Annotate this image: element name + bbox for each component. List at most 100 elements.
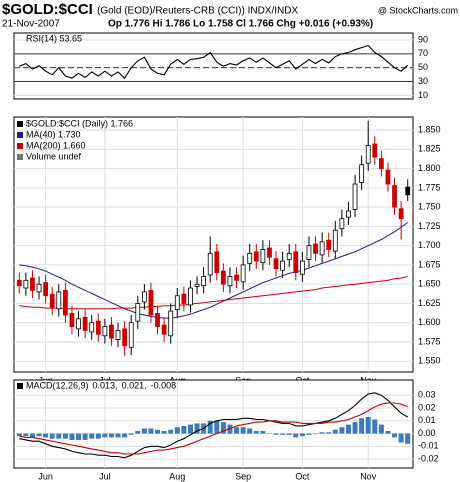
candle-body <box>234 274 239 281</box>
y-tick-label: 1.625 <box>418 298 441 308</box>
candle-body <box>359 164 365 183</box>
histogram-bar <box>405 433 411 444</box>
candle-body <box>339 218 345 230</box>
histogram-bar <box>306 433 312 435</box>
x-tick-label: Nov <box>360 471 377 481</box>
candle-body <box>346 210 351 218</box>
candle-body <box>220 270 226 285</box>
y-tick-label: 70 <box>418 48 428 58</box>
histogram-bar <box>108 433 114 438</box>
candle-body <box>23 279 29 289</box>
y-tick-label: 1.550 <box>418 356 441 366</box>
x-tick-label: Aug <box>169 471 185 481</box>
histogram-bar <box>69 433 75 440</box>
histogram-bar <box>115 433 121 438</box>
candle-body <box>293 251 299 274</box>
histogram-bar <box>141 428 147 434</box>
candle-body <box>365 145 371 164</box>
quote: Op 1.776 Hi 1.786 Lo 1.758 Cl 1.766 Chg … <box>108 19 373 30</box>
candle-body <box>122 328 128 347</box>
candle-body <box>128 322 134 348</box>
series-line <box>19 44 409 80</box>
y-tick-label: 1.675 <box>418 259 441 269</box>
candle-body <box>194 283 200 287</box>
candle-body <box>207 252 213 276</box>
y-tick-label: 30 <box>418 76 428 86</box>
candle-body <box>247 252 253 264</box>
histogram-bar <box>89 433 95 439</box>
candle-body <box>260 249 266 264</box>
histogram-bar <box>76 433 82 440</box>
y-tick-label: 1.725 <box>418 221 441 231</box>
histogram-bar <box>82 433 88 440</box>
histogram-bar <box>319 432 325 434</box>
histogram-bar <box>214 420 220 434</box>
candle-body <box>352 183 358 210</box>
histogram-bar <box>240 427 246 434</box>
y-tick-label: 0.01 <box>418 415 436 425</box>
histogram-bar <box>207 420 213 434</box>
candle-body <box>69 313 75 327</box>
candle-body <box>313 243 318 254</box>
candle-body <box>36 283 42 293</box>
candle-body <box>82 316 88 331</box>
candle-body <box>201 276 207 287</box>
histogram-bar <box>36 433 42 437</box>
y-tick-label: 1.575 <box>418 336 441 346</box>
candle-body <box>392 185 397 208</box>
histogram-bar <box>43 433 49 438</box>
y-tick-label: 1.850 <box>418 124 441 134</box>
x-tick-label: Sep <box>235 471 251 481</box>
histogram-bar <box>345 424 351 434</box>
candle-body <box>30 277 35 291</box>
source: @ StockCharts.com <box>378 5 458 15</box>
histogram-bar <box>352 422 358 434</box>
y-tick-label: -0.02 <box>418 453 439 463</box>
histogram-bar <box>148 428 154 434</box>
y-tick-label: 1.775 <box>418 182 441 192</box>
candle-body <box>155 313 160 327</box>
histogram-bar <box>326 432 332 434</box>
legend-text: -0.008 <box>151 380 177 390</box>
histogram-bar <box>155 429 161 434</box>
histogram-bar <box>194 423 200 434</box>
histogram-bar <box>332 429 338 434</box>
legend-text: 0.021, <box>122 380 147 390</box>
x-tick-label: Jul <box>99 471 111 481</box>
legend-swatch <box>17 143 23 149</box>
histogram-bar <box>16 433 22 437</box>
histogram-bar <box>339 427 345 434</box>
y-tick-label: 1.825 <box>418 144 441 154</box>
histogram-bar <box>313 433 319 435</box>
candle-body <box>161 324 167 335</box>
histogram-bar <box>220 422 226 434</box>
histogram-bar <box>181 425 187 434</box>
candle-body <box>76 318 81 330</box>
legend-text: 0.013, <box>93 380 118 390</box>
histogram-bar <box>56 433 62 439</box>
candle-body <box>227 276 233 287</box>
histogram-bar <box>29 433 35 438</box>
histogram-bar <box>280 433 286 435</box>
candle-body <box>174 295 180 310</box>
histogram-bar <box>174 427 180 434</box>
panel-frame <box>13 32 414 100</box>
legend-swatch <box>17 154 23 160</box>
series-line <box>19 402 408 455</box>
y-tick-label: 1.700 <box>418 240 441 250</box>
candle-body <box>89 322 95 333</box>
y-tick-label: 0.02 <box>418 402 436 412</box>
candle-body <box>56 291 62 310</box>
candle-body <box>141 291 147 303</box>
legend-text: MACD(12,26,9) <box>26 380 89 390</box>
candle-body <box>267 247 272 258</box>
candle-body <box>168 310 174 337</box>
candle-body <box>188 287 193 306</box>
legend-text: MA(40) 1.730 <box>26 129 81 139</box>
candle-body <box>95 320 101 335</box>
histogram-bar <box>161 431 167 434</box>
y-tick-label: 0.03 <box>418 390 436 400</box>
histogram-bar <box>378 424 384 434</box>
histogram-bar <box>247 428 253 434</box>
candle-body <box>115 329 121 341</box>
